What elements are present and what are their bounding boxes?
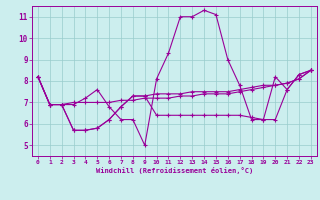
X-axis label: Windchill (Refroidissement éolien,°C): Windchill (Refroidissement éolien,°C) xyxy=(96,167,253,174)
